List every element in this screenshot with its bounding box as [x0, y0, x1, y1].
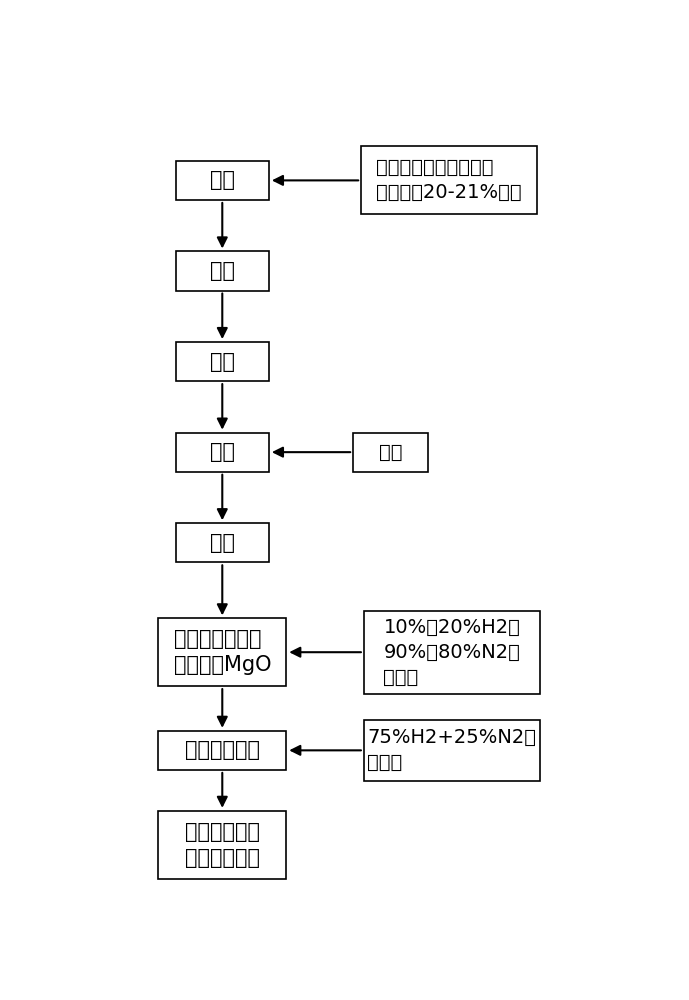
Text: 高温退火工艺: 高温退火工艺 [185, 740, 260, 760]
Bar [353, 433, 428, 472]
Bar [364, 720, 540, 781]
Text: 常化: 常化 [209, 442, 235, 462]
Bar [364, 611, 540, 694]
Bar [176, 161, 269, 200]
Text: 热轧: 热轧 [209, 352, 235, 372]
Bar [176, 433, 269, 472]
Bar [176, 251, 269, 291]
Text: 渗氮: 渗氮 [379, 443, 402, 462]
Text: 脱碳退火及渗氮
处理及涂MgO: 脱碳退火及渗氮 处理及涂MgO [174, 629, 271, 675]
Text: 通入空气，且空气中的
氧含量为20-21%之间: 通入空气，且空气中的 氧含量为20-21%之间 [376, 158, 522, 202]
Bar [361, 146, 537, 214]
Text: 热拉伸平整退
火及涂绝缘层: 热拉伸平整退 火及涂绝缘层 [185, 822, 260, 868]
Text: 连铸: 连铸 [209, 261, 235, 281]
Text: 75%H2+25%N2保
护气氛: 75%H2+25%N2保 护气氛 [367, 728, 537, 772]
Text: 10%～20%H2和
90%～80%N2的
保护气: 10%～20%H2和 90%～80%N2的 保护气 [384, 618, 520, 687]
Bar [176, 523, 269, 562]
Bar [176, 342, 269, 381]
Bar [158, 618, 287, 686]
Bar [158, 811, 287, 879]
Bar [158, 731, 287, 770]
Text: 冷轧: 冷轧 [209, 533, 235, 553]
Text: 冶炼: 冶炼 [209, 170, 235, 190]
